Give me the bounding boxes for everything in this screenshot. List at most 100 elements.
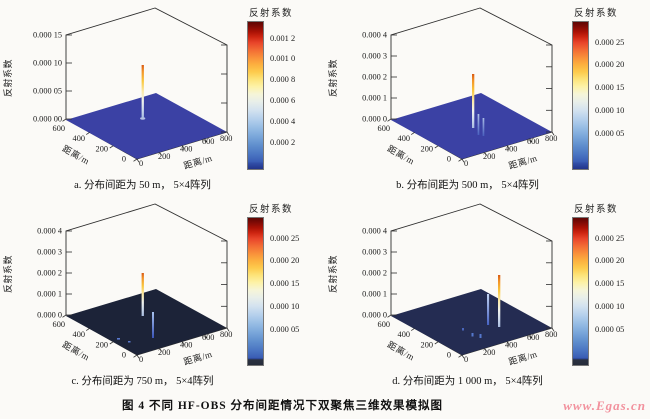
colorbar-tick: 0.000 25 (595, 234, 625, 243)
figure-caption-row: 图 4 不同 HF-OBS 分布间距情况下双聚焦三维效果模拟图 www.Egas… (0, 397, 650, 419)
y-tick-label: 400 (398, 134, 410, 143)
colorbar-title: 反射系数 (574, 205, 619, 215)
z-tick-label: 0.000 0 (362, 311, 387, 320)
x-tick-label: 200 (158, 348, 170, 357)
y-axis-ticks (387, 314, 463, 358)
y-tick-label: 200 (96, 341, 108, 350)
z-tick-label: 0.000 05 (33, 87, 62, 96)
main-spike (472, 74, 475, 128)
plot-a-canvas: 反射系数 0.000 15 0.000 10 0.000 05 0.000 00… (2, 7, 232, 171)
colorbar-tick: 0.000 10 (270, 302, 300, 311)
x-tick-label: 600 (202, 333, 214, 342)
x-tick-label: 800 (545, 330, 557, 339)
x-tick-label: 800 (220, 330, 232, 339)
y-axis-ticks (62, 118, 138, 162)
minor-dot (128, 341, 131, 343)
colorbar-tick: 0.000 6 (270, 96, 296, 105)
colorbar-tick: 0.000 8 (270, 75, 296, 84)
z-axis-label: 反射系数 (2, 255, 13, 293)
secondary-spike (487, 294, 490, 325)
subplot-d-caption: d. 分布间距为 1 000 m， 5×4阵列 (392, 376, 543, 387)
z-axis-ticks (66, 230, 227, 329)
figure-caption: 图 4 不同 HF-OBS 分布间距情况下双聚焦三维效果模拟图 (121, 400, 444, 412)
x-tick-label: 0 (139, 355, 143, 364)
y-tick-label: 200 (421, 145, 433, 154)
z-tick-label: 0.000 4 (362, 227, 388, 236)
y-axis-label: 距离/m (61, 143, 92, 167)
colorbar-b: 反射系数 0.000 25 0.000 20 0.000 15 0.000 10… (568, 2, 650, 180)
colorbar-tick: 0.000 05 (595, 129, 625, 138)
plot-d-canvas: 反射系数 0.000 4 0.000 3 0.000 2 0.000 1 0.0… (327, 203, 557, 367)
colorbar-title: 反射系数 (574, 9, 619, 19)
floor-surface (391, 93, 552, 159)
colorbar-tick: 0.000 25 (270, 234, 300, 243)
colorbar-tick: 0.000 10 (595, 302, 625, 311)
x-axis-ticks (136, 327, 230, 359)
subplot-a-caption: a. 分布间距为 50 m， 5×4阵列 (74, 180, 211, 191)
main-spike (498, 275, 501, 327)
z-tick-label: 0.000 2 (362, 269, 387, 278)
y-axis-label: 距离/m (386, 143, 417, 167)
floor-surface (66, 289, 227, 355)
z-tick-label: 0.000 1 (362, 94, 387, 103)
z-tick-label: 0.000 00 (33, 115, 62, 124)
x-tick-label: 400 (180, 145, 192, 154)
z-tick-label: 0.000 0 (37, 311, 62, 320)
x-tick-label: 800 (220, 134, 232, 143)
x-tick-label: 0 (139, 159, 143, 168)
y-tick-label: 200 (96, 145, 108, 154)
colorbar-tick: 0.000 15 (595, 83, 625, 92)
x-tick-label: 400 (180, 341, 192, 350)
z-axis-ticks (391, 34, 552, 133)
colorbar-gradient (247, 217, 264, 366)
spike-base-glow (140, 117, 146, 120)
y-tick-label: 0 (122, 351, 126, 360)
y-tick-label: 600 (53, 320, 65, 329)
x-tick-label: 600 (527, 137, 539, 146)
z-tick-label: 0.000 3 (37, 248, 62, 257)
x-tick-label: 400 (505, 145, 517, 154)
colorbar-tick: 0.000 05 (595, 325, 625, 334)
y-tick-label: 400 (398, 330, 410, 339)
plot-c-canvas: 反射系数 0.000 4 0.000 3 0.000 2 0.000 1 0.0… (2, 203, 232, 367)
z-tick-label: 0.000 3 (362, 248, 387, 257)
minor-ridge (477, 114, 480, 135)
z-tick-label: 0.000 0 (362, 115, 387, 124)
colorbar-tick: 0.000 15 (595, 279, 625, 288)
y-tick-label: 200 (421, 341, 433, 350)
colorbar-d: 反射系数 0.000 25 0.000 20 0.000 15 0.000 10… (568, 198, 650, 376)
subplot-c-caption: c. 分布间距为 750 m， 5×4阵列 (71, 376, 214, 387)
main-spike (141, 273, 144, 316)
minor-dot (117, 338, 120, 340)
x-tick-label: 200 (483, 348, 495, 357)
colorbar-tick: 0.000 20 (270, 256, 300, 265)
x-tick-label: 200 (158, 152, 170, 161)
colorbar-tick: 0.001 2 (270, 34, 296, 43)
z-tick-label: 0.000 15 (33, 31, 62, 40)
floor-surface (66, 93, 227, 159)
colorbar-tick: 0.000 25 (595, 38, 625, 47)
x-axis-ticks (461, 131, 555, 163)
x-tick-label: 600 (202, 137, 214, 146)
colorbar-tick: 0.000 05 (270, 325, 300, 334)
colorbar-tick: 0.001 0 (270, 54, 296, 63)
colorbar-tick: 0.000 2 (270, 138, 296, 147)
x-axis-label: 距离/m (507, 152, 538, 171)
y-tick-label: 0 (447, 351, 451, 360)
subplot-b-caption: b. 分布间距为 500 m， 5×4阵列 (396, 180, 539, 191)
y-tick-label: 400 (73, 134, 85, 143)
colorbar-gradient (572, 21, 589, 170)
x-axis-label: 距离/m (507, 348, 538, 367)
subplot-b: 反射系数 0.000 4 0.000 3 0.000 2 0.000 1 0.0… (325, 0, 650, 196)
z-tick-label: 0.000 2 (37, 269, 62, 278)
colorbar-a: 反射系数 0.001 2 0.001 0 0.000 8 0.000 6 0.0… (243, 2, 325, 180)
z-tick-label: 0.000 1 (362, 290, 387, 299)
floor-surface (391, 289, 552, 355)
y-axis-label: 距离/m (61, 339, 92, 363)
subplot-d: 反射系数 0.000 4 0.000 3 0.000 2 0.000 1 0.0… (325, 196, 650, 392)
x-axis-label: 距离/m (182, 152, 213, 171)
y-axis-ticks (62, 314, 138, 358)
watermark: www.Egas.cn (563, 398, 646, 413)
colorbar-gradient (247, 21, 264, 170)
